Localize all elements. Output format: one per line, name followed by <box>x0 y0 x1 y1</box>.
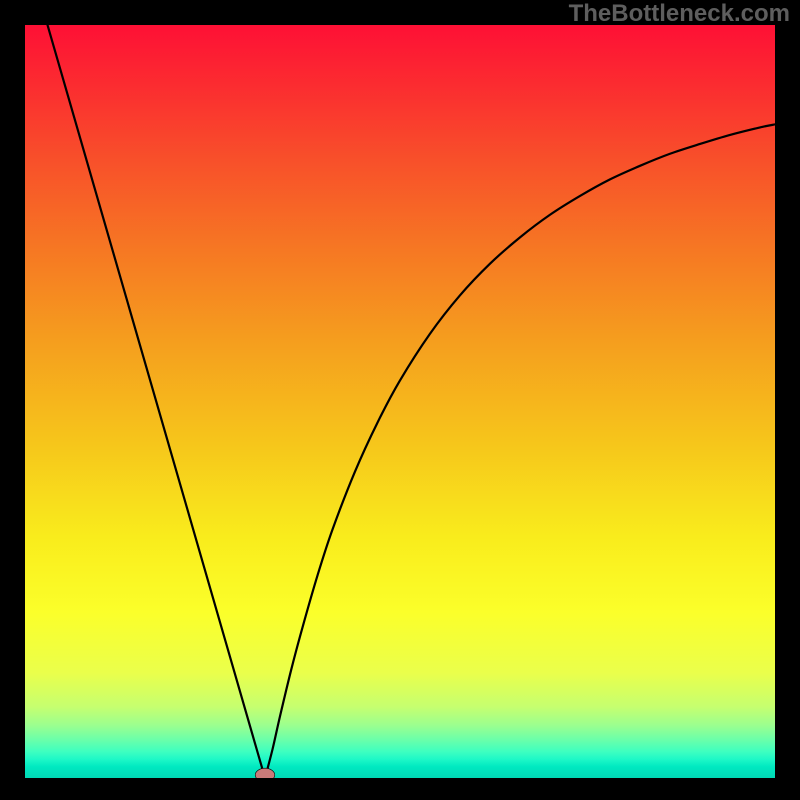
chart-background <box>25 25 775 778</box>
watermark-text: TheBottleneck.com <box>569 0 790 28</box>
bottleneck-chart <box>25 25 775 778</box>
